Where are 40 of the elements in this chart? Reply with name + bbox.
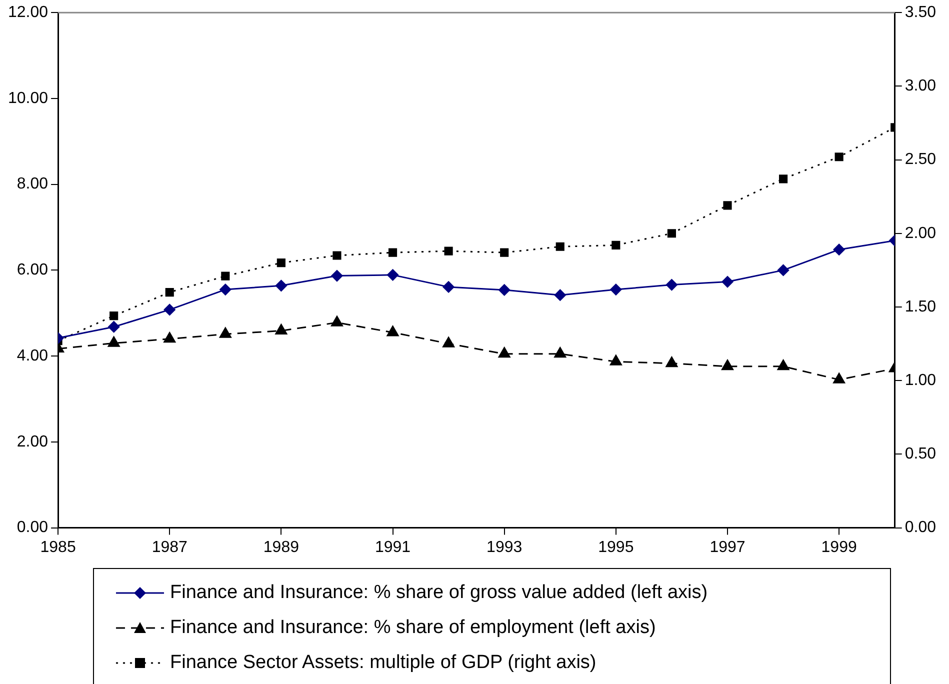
y-tick-label: 2.00 xyxy=(16,433,48,450)
point xyxy=(332,251,342,260)
x-tick-label: 1995 xyxy=(598,538,634,556)
point xyxy=(779,174,788,184)
point xyxy=(110,312,118,320)
y-tick-label: 6.00 xyxy=(16,262,48,279)
y2-tick-label: 2.00 xyxy=(904,224,936,242)
x-tick-label: 1987 xyxy=(152,538,188,556)
point xyxy=(612,240,620,250)
y-tick-label: 8.00 xyxy=(16,176,48,193)
y2-tick-label: 0.50 xyxy=(904,446,936,463)
point xyxy=(834,152,844,162)
y-tick-label: 12.00 xyxy=(8,4,48,22)
y2-tick-label: 0.00 xyxy=(904,519,936,536)
x-tick-label: 1993 xyxy=(486,538,522,556)
y-tick-label: 10.00 xyxy=(8,90,48,107)
y-tick-label: 4.00 xyxy=(16,347,48,364)
y2-tick-label: 3.50 xyxy=(904,4,936,22)
point xyxy=(388,248,398,257)
point xyxy=(165,288,174,297)
y2-tick-label: 1.50 xyxy=(904,298,936,316)
point xyxy=(667,229,676,238)
y2-tick-label: 1.00 xyxy=(904,372,936,390)
point xyxy=(444,246,453,256)
y-tick-label: 0.00 xyxy=(16,519,48,536)
y2-tick-label: 2.50 xyxy=(904,151,936,168)
legend-label: Finance Sector Assets: multiple of GDP (right axis) xyxy=(170,652,596,674)
point xyxy=(556,242,564,251)
legend-label: Finance and Insurance: % share of gross value added (left axis) xyxy=(170,582,708,604)
point xyxy=(723,201,732,210)
x-tick-label: 1991 xyxy=(374,538,411,556)
x-tick-label: 1989 xyxy=(263,538,300,556)
legend-label: Finance and Insurance: % share of employment (left axis) xyxy=(170,616,656,638)
y2-tick-label: 3.00 xyxy=(904,78,936,95)
x-tick-label: 1985 xyxy=(40,538,76,556)
x-tick-label: 1997 xyxy=(710,538,746,556)
point xyxy=(276,258,286,268)
x-tick-label: 1999 xyxy=(821,538,857,556)
point xyxy=(221,272,230,280)
point xyxy=(500,248,509,257)
